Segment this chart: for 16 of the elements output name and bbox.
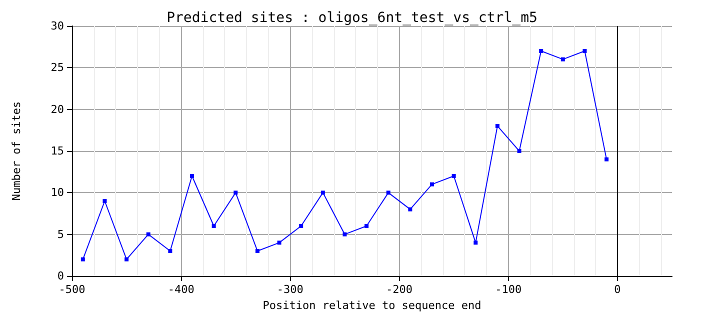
y-tick-label: 5: [57, 228, 64, 241]
y-tick-label: 0: [57, 270, 64, 282]
x-axis-title: Position relative to sequence end: [262, 298, 482, 312]
y-tick-label: 30: [50, 20, 64, 32]
x-tick-label: -200: [386, 283, 413, 296]
x-tick-label: -400: [168, 283, 194, 296]
y-tick-label: 20: [50, 102, 64, 116]
chart-title: Predicted sites : oligos_6nt_test_vs_ctrl_m5: [166, 10, 538, 26]
y-tick-label: 10: [50, 186, 64, 200]
x-tick-label: -100: [495, 283, 522, 296]
y-tick-label: 15: [50, 144, 64, 158]
x-tick-label: -300: [276, 283, 304, 296]
y-tick-label: 25: [50, 61, 64, 74]
y-axis-title: Number of sites: [10, 101, 23, 201]
x-tick-label: 0: [614, 283, 621, 296]
x-tick-label: -500: [58, 283, 86, 296]
